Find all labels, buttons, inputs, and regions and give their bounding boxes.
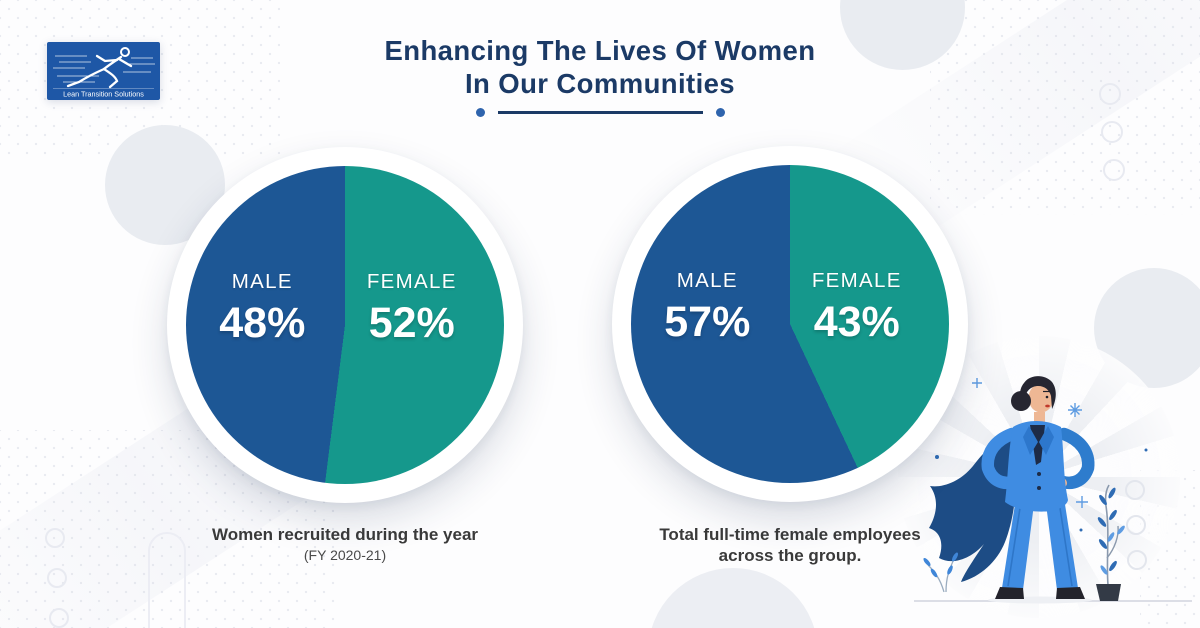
slice-label: MALE	[676, 269, 738, 293]
caption-line2: (FY 2020-21)	[303, 547, 387, 563]
slice-value: 52%	[368, 299, 455, 348]
hair-bun	[1011, 391, 1031, 411]
slice-label: MALE	[231, 270, 293, 294]
hair	[1019, 376, 1056, 409]
right-arm	[1056, 427, 1095, 490]
pie-chart-recruited: MALE 48% FEMALE 52%	[186, 166, 504, 484]
slice-value: 43%	[813, 298, 900, 347]
logo-text: Lean Transition Solutions	[63, 90, 144, 99]
page-title: Enhancing The Lives Of Women In Our Comm…	[0, 34, 1200, 100]
jacket-lapels	[1023, 426, 1054, 455]
divider-line	[497, 111, 703, 114]
pie-slice-label-male: MALE 48%	[199, 270, 326, 348]
pie-chart-plate-recruited: MALE 48% FEMALE 52%	[167, 147, 523, 503]
shoes	[995, 587, 1085, 599]
cape	[929, 432, 1018, 582]
sprig	[923, 552, 959, 593]
pie-slice-label-male: MALE 57%	[644, 269, 771, 347]
pie-slice-label-female: FEMALE 43%	[793, 269, 920, 347]
sparkle-dots	[935, 448, 1148, 532]
circle-outline-decoration	[1103, 159, 1125, 181]
caption-line2: across the group.	[718, 546, 862, 565]
plant-pot	[1096, 584, 1121, 601]
jacket-buttons	[1037, 472, 1041, 490]
slice-label: FEMALE	[811, 269, 902, 293]
page-title-line1: Enhancing The Lives Of Women	[384, 35, 816, 66]
divider-dot-icon	[475, 108, 485, 117]
pie-slice-label-female: FEMALE 52%	[348, 270, 475, 348]
circle-outline-decoration	[47, 568, 67, 588]
caption-line1: Women recruited during the year	[211, 525, 479, 544]
pie-chart-plate-fulltime: MALE 57% FEMALE 43%	[612, 146, 968, 502]
left-arm	[981, 427, 1020, 490]
plant	[1096, 484, 1125, 601]
page-title-line2: In Our Communities	[465, 68, 735, 99]
circle-outline-decoration	[1125, 480, 1147, 570]
slice-label: FEMALE	[366, 270, 457, 294]
sparkle-icons	[972, 378, 1088, 508]
caption-line1: Total full-time female employees	[659, 525, 921, 544]
superwoman-illustration	[914, 376, 1192, 604]
circle-outline-decoration	[45, 528, 65, 548]
slice-value: 48%	[219, 299, 306, 348]
title-divider	[0, 108, 1200, 117]
pie-chart-fulltime: MALE 57% FEMALE 43%	[631, 165, 949, 483]
chart-caption-fulltime: Total full-time female employees across …	[610, 524, 970, 566]
chart-caption-recruited: Women recruited during the year (FY 2020…	[165, 524, 525, 563]
company-logo: Lean Transition Solutions	[47, 42, 160, 100]
legs	[1002, 498, 1078, 590]
soft-circle-decoration	[648, 568, 818, 628]
face-details	[1043, 390, 1050, 408]
neck	[1034, 412, 1045, 426]
circle-outline-decoration	[1099, 83, 1121, 105]
circle-outline-decoration	[49, 608, 69, 628]
divider-dot-icon	[715, 108, 725, 117]
capsule-outline-decoration	[148, 532, 186, 628]
jacket	[1005, 421, 1068, 512]
circle-outline-decoration	[1101, 121, 1123, 143]
slice-value: 57%	[664, 298, 751, 347]
